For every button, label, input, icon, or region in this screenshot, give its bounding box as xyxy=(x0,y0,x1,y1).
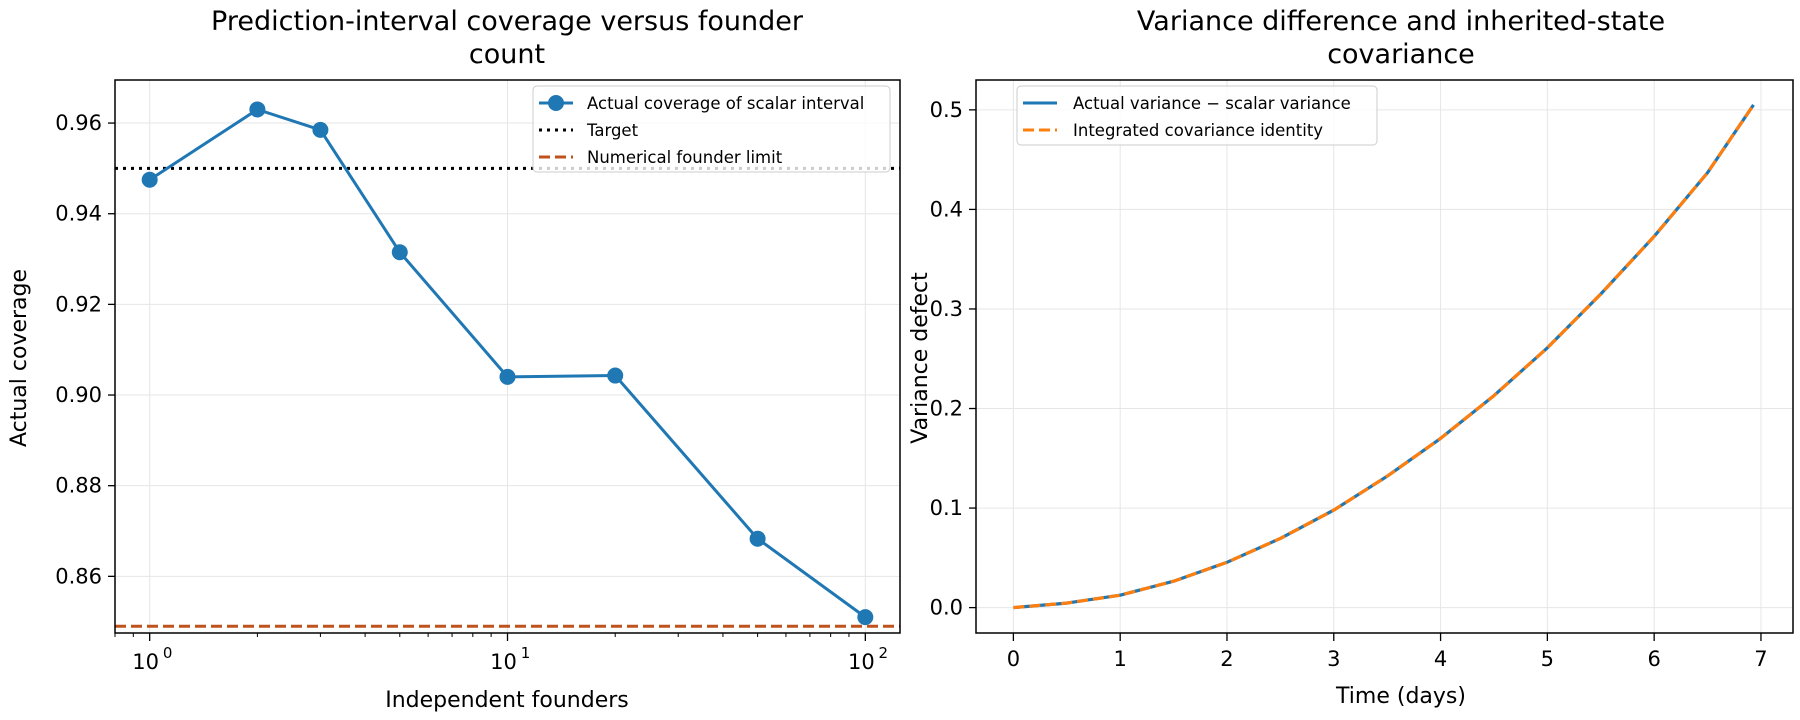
actual-coverage-point xyxy=(391,244,408,261)
y-axis-ticks: 0.86 0.88 0.90 0.92 0.94 0.96 xyxy=(55,111,115,588)
y-axis-label: Actual coverage xyxy=(7,269,32,447)
y-tick-label: 0.88 xyxy=(55,474,102,498)
chart-title-line-2: covariance xyxy=(1327,39,1475,70)
x-tick-label: 3 xyxy=(1327,647,1340,671)
x-tick-label: 2 xyxy=(1220,647,1233,671)
legend: Actual coverage of scalar interval Targe… xyxy=(532,85,891,173)
x-tick-label: 6 xyxy=(1647,647,1660,671)
legend-box xyxy=(532,85,891,173)
x-tick-exponent: 2 xyxy=(879,644,889,662)
chart-title-line-2: count xyxy=(469,39,545,70)
plot-frame xyxy=(975,79,1794,634)
legend: Actual variance − scalar variance Integr… xyxy=(1016,85,1378,146)
legend-label-integrated: Integrated covariance identity xyxy=(1073,121,1323,140)
series-layer xyxy=(141,101,874,626)
x-tick-label: 7 xyxy=(1754,647,1767,671)
legend-label-actual-minus-scalar: Actual variance − scalar variance xyxy=(1073,94,1351,113)
y-tick-label: 0.4 xyxy=(930,197,963,221)
x-axis-ticks: 10 0 10 1 10 2 xyxy=(114,633,889,674)
y-tick-label: 0.96 xyxy=(55,111,102,135)
y-tick-label: 0.5 xyxy=(930,98,963,122)
actual-coverage-point xyxy=(141,171,158,188)
legend-label-actual: Actual coverage of scalar interval xyxy=(587,94,864,113)
actual-coverage-point xyxy=(312,121,329,138)
x-tick-label: 5 xyxy=(1541,647,1554,671)
x-tick-label: 0 xyxy=(1007,647,1020,671)
y-tick-label: 0.92 xyxy=(55,292,102,316)
variance-chart: Variance difference and inherited-state … xyxy=(908,6,1794,709)
x-tick-label: 1 xyxy=(1113,647,1126,671)
actual-coverage-point xyxy=(607,367,624,384)
y-axis-ticks: 0.0 0.1 0.2 0.3 0.4 0.5 xyxy=(930,98,976,620)
actual-coverage-point xyxy=(749,530,766,547)
y-tick-label: 0.3 xyxy=(930,297,963,321)
actual-coverage-point xyxy=(857,609,874,626)
legend-label-founder-limit: Numerical founder limit xyxy=(587,148,783,167)
y-tick-label: 0.2 xyxy=(930,397,963,421)
integrated-covariance-line xyxy=(1013,104,1755,610)
actual-coverage-line xyxy=(148,107,867,619)
series-layer xyxy=(1013,104,1755,610)
reference-lines xyxy=(115,166,900,628)
y-tick-label: 0.0 xyxy=(930,596,963,620)
x-tick-label: 10 xyxy=(132,650,159,674)
x-tick-exponent: 1 xyxy=(521,644,531,662)
legend-label-target: Target xyxy=(586,121,639,140)
x-axis-label: Independent founders xyxy=(385,688,629,713)
y-tick-label: 0.1 xyxy=(930,496,963,520)
y-tick-label: 0.90 xyxy=(55,383,102,407)
x-tick-exponent: 0 xyxy=(163,644,173,662)
legend-marker-actual xyxy=(548,95,564,111)
coverage-chart: Prediction-interval coverage versus foun… xyxy=(7,6,901,713)
legend-box xyxy=(1016,85,1378,146)
chart-title-line-1: Prediction-interval coverage versus foun… xyxy=(211,6,804,37)
actual-minus-scalar-line xyxy=(1013,104,1755,610)
actual-coverage-point xyxy=(499,368,516,385)
y-tick-label: 0.94 xyxy=(55,202,102,226)
actual-coverage-point xyxy=(249,101,266,118)
x-tick-label: 4 xyxy=(1434,647,1447,671)
x-axis-label: Time (days) xyxy=(1335,684,1466,709)
y-axis-label: Variance defect xyxy=(908,272,933,444)
y-tick-label: 0.86 xyxy=(55,564,102,588)
chart-title-line-1: Variance difference and inherited-state xyxy=(1137,6,1665,37)
x-axis-ticks: 0 1 2 3 4 5 6 7 xyxy=(1007,633,1768,671)
x-tick-label: 10 xyxy=(490,650,517,674)
grid xyxy=(976,80,1793,633)
x-tick-label: 10 xyxy=(848,650,875,674)
